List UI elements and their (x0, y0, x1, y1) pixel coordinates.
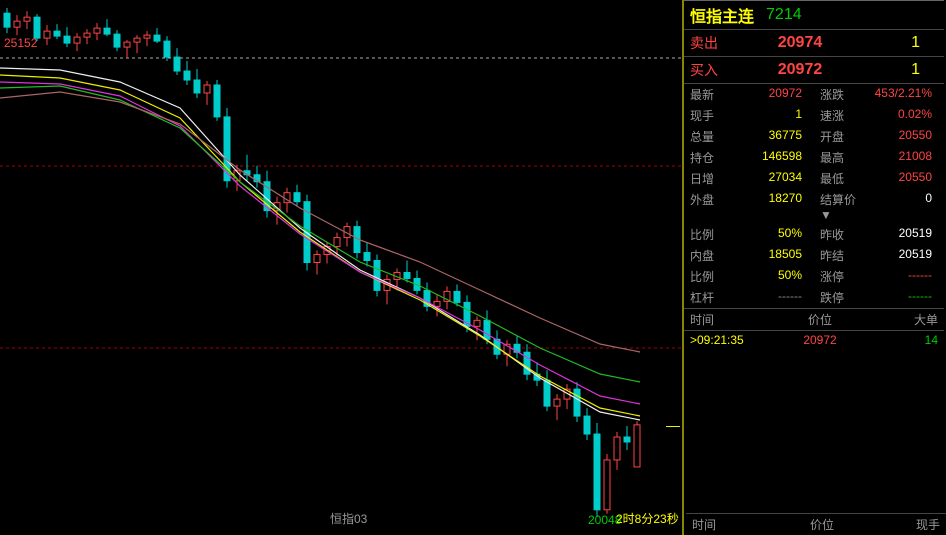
stat-value: 0.02% (860, 107, 938, 124)
stat-key: 涨停 (820, 268, 860, 285)
tick-row: >09:21:352097214 (690, 333, 938, 347)
countdown-label: 2时8分23秒 (616, 510, 679, 527)
stat-cell: 最新20972 (684, 84, 814, 105)
stat-key: 杠杆 (690, 289, 730, 306)
stat-key: 现手 (690, 107, 730, 124)
stat-value: 20519 (860, 226, 938, 243)
stat-key: 日增 (690, 170, 730, 187)
stat-cell: 内盘18505 (684, 245, 814, 266)
stat-cell: 开盘20550 (814, 126, 944, 147)
stat-cell: 跌停------ (814, 287, 944, 308)
stat-value: ------ (860, 289, 938, 306)
instrument-code: 7214 (766, 6, 802, 24)
stat-value: 50% (730, 226, 808, 243)
tick-footer: 时间 价位 现手 (686, 513, 946, 535)
tick-rows: >09:21:352097214 (684, 331, 944, 349)
stat-value: 21008 (860, 149, 938, 166)
stat-cell: 昨收20519 (814, 224, 944, 245)
sell-label: 卖出 (690, 33, 740, 53)
stat-key: 开盘 (820, 128, 860, 145)
stat-cell: 持仓146598 (684, 147, 814, 168)
tf-vol: 现手 (862, 516, 940, 533)
buy-price: 20972 (740, 61, 860, 79)
stat-value: 453/2.21% (860, 86, 938, 103)
stat-key: 外盘 (690, 191, 730, 222)
stat-key: 持仓 (690, 149, 730, 166)
buy-row[interactable]: 买入 20972 1 (684, 57, 944, 84)
th-price: 价位 (780, 311, 860, 328)
th-time: 时间 (690, 311, 780, 328)
stat-key: 昨收 (820, 226, 860, 243)
tick-price: 20972 (780, 333, 860, 347)
stat-value: 146598 (730, 149, 808, 166)
stats-grid: 最新20972涨跌453/2.21%现手1速涨0.02%总量36775开盘205… (684, 84, 944, 309)
tf-price: 价位 (782, 516, 862, 533)
high-price-label: 25152 (4, 36, 37, 50)
stat-cell: 最高21008 (814, 147, 944, 168)
tick-time: >09:21:35 (690, 333, 780, 347)
panel-title: 恒指主连 7214 (684, 1, 944, 30)
stat-value: 36775 (730, 128, 808, 145)
stat-value: 20972 (730, 86, 808, 103)
buy-label: 买入 (690, 60, 740, 80)
stat-value: 1 (730, 107, 808, 124)
stat-key: 跌停 (820, 289, 860, 306)
stat-cell: 杠杆------ (684, 287, 814, 308)
stat-key: 比例 (690, 268, 730, 285)
sell-qty: 1 (860, 34, 920, 52)
stat-value: 0 (860, 191, 938, 222)
stat-key: 昨结 (820, 247, 860, 264)
stat-key: 结算价 ▼ (820, 191, 860, 222)
stat-cell: 现手1 (684, 105, 814, 126)
tick-vol: 14 (860, 333, 938, 347)
stat-key: 涨跌 (820, 86, 860, 103)
stat-cell: 总量36775 (684, 126, 814, 147)
stat-key: 比例 (690, 226, 730, 243)
stat-value: 20519 (860, 247, 938, 264)
stat-key: 最低 (820, 170, 860, 187)
buy-qty: 1 (860, 61, 920, 79)
quote-panel: 恒指主连 7214 卖出 20974 1 买入 20972 1 最新20972涨… (684, 0, 944, 535)
stat-cell: 涨跌453/2.21% (814, 84, 944, 105)
stat-key: 速涨 (820, 107, 860, 124)
chart-svg (0, 0, 684, 535)
tick-header: 时间 价位 大单 (684, 309, 944, 331)
sell-price: 20974 (740, 34, 860, 52)
stat-value: 27034 (730, 170, 808, 187)
stat-cell: 昨结20519 (814, 245, 944, 266)
stat-cell: 外盘18270 (684, 189, 814, 224)
stat-cell: 结算价 ▼0 (814, 189, 944, 224)
stat-cell: 最低20550 (814, 168, 944, 189)
th-vol: 大单 (860, 311, 938, 328)
stat-value: ------ (730, 289, 808, 306)
stat-key: 最新 (690, 86, 730, 103)
stat-value: 18505 (730, 247, 808, 264)
current-price-marker-icon: — (666, 417, 680, 433)
stat-cell: 日增27034 (684, 168, 814, 189)
stat-value: 20550 (860, 170, 938, 187)
stat-key: 总量 (690, 128, 730, 145)
tf-time: 时间 (692, 516, 782, 533)
stat-value: ------ (860, 268, 938, 285)
instrument-name: 恒指主连 (690, 3, 754, 27)
stat-value: 18270 (730, 191, 808, 222)
stat-key: 内盘 (690, 247, 730, 264)
stat-cell: 涨停------ (814, 266, 944, 287)
stat-value: 20550 (860, 128, 938, 145)
candlestick-chart[interactable]: 25152 20048 2时8分23秒 恒指03 — (0, 0, 684, 535)
stat-value: 50% (730, 268, 808, 285)
stat-cell: 比例50% (684, 266, 814, 287)
x-axis-center-label: 恒指03 (330, 510, 367, 527)
stat-cell: 速涨0.02% (814, 105, 944, 126)
stat-cell: 比例50% (684, 224, 814, 245)
sell-row[interactable]: 卖出 20974 1 (684, 30, 944, 57)
stat-key: 最高 (820, 149, 860, 166)
